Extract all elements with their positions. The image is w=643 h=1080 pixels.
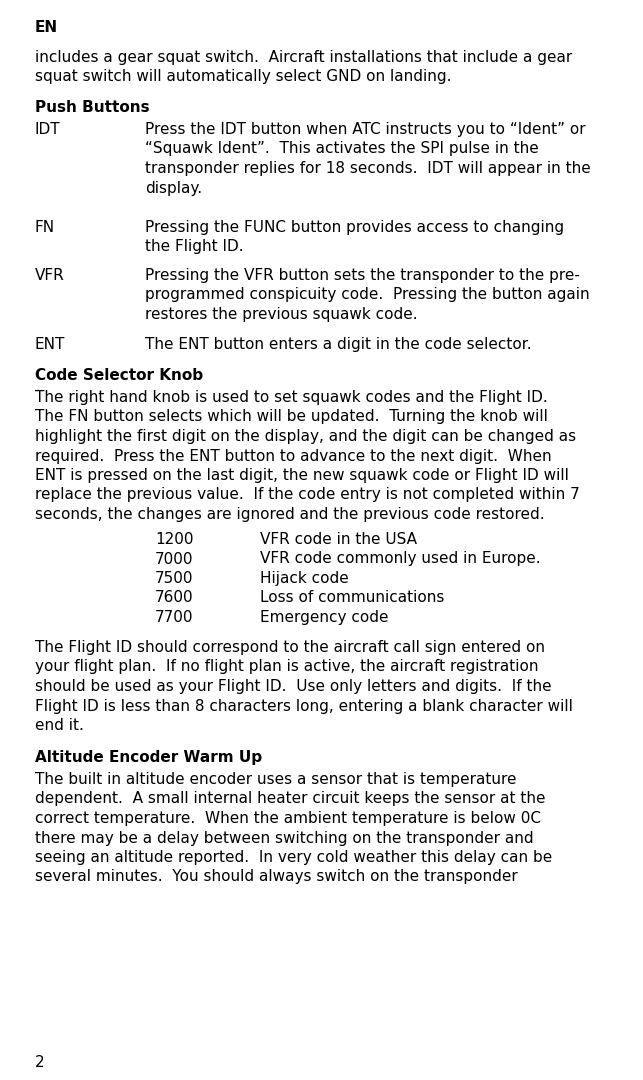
Text: FN: FN [35, 220, 55, 235]
Text: Pressing the VFR button sets the transponder to the pre-: Pressing the VFR button sets the transpo… [145, 268, 580, 283]
Text: Press the IDT button when ATC instructs you to “Ident” or: Press the IDT button when ATC instructs … [145, 122, 586, 137]
Text: EN: EN [35, 21, 58, 35]
Text: ENT is pressed on the last digit, the new squawk code or Flight ID will: ENT is pressed on the last digit, the ne… [35, 468, 569, 483]
Text: Pressing the FUNC button provides access to changing: Pressing the FUNC button provides access… [145, 220, 564, 235]
Text: restores the previous squawk code.: restores the previous squawk code. [145, 307, 417, 322]
Text: 2: 2 [35, 1055, 44, 1070]
Text: end it.: end it. [35, 718, 84, 733]
Text: The built in altitude encoder uses a sensor that is temperature: The built in altitude encoder uses a sen… [35, 772, 516, 787]
Text: Emergency code: Emergency code [260, 610, 388, 625]
Text: 1200: 1200 [155, 532, 194, 546]
Text: the Flight ID.: the Flight ID. [145, 240, 244, 255]
Text: squat switch will automatically select GND on landing.: squat switch will automatically select G… [35, 69, 451, 84]
Text: Altitude Encoder Warm Up: Altitude Encoder Warm Up [35, 750, 262, 765]
Text: VFR code in the USA: VFR code in the USA [260, 532, 417, 546]
Text: “Squawk Ident”.  This activates the SPI pulse in the: “Squawk Ident”. This activates the SPI p… [145, 141, 539, 157]
Text: Code Selector Knob: Code Selector Knob [35, 368, 203, 383]
Text: The FN button selects which will be updated.  Turning the knob will: The FN button selects which will be upda… [35, 409, 548, 424]
Text: transponder replies for 18 seconds.  IDT will appear in the: transponder replies for 18 seconds. IDT … [145, 161, 591, 176]
Text: 7700: 7700 [155, 610, 194, 625]
Text: dependent.  A small internal heater circuit keeps the sensor at the: dependent. A small internal heater circu… [35, 792, 545, 807]
Text: 7500: 7500 [155, 571, 194, 586]
Text: Loss of communications: Loss of communications [260, 591, 444, 606]
Text: correct temperature.  When the ambient temperature is below 0C: correct temperature. When the ambient te… [35, 811, 541, 826]
Text: includes a gear squat switch.  Aircraft installations that include a gear: includes a gear squat switch. Aircraft i… [35, 50, 572, 65]
Text: IDT: IDT [35, 122, 60, 137]
Text: VFR: VFR [35, 268, 65, 283]
Text: seeing an altitude reported.  In very cold weather this delay can be: seeing an altitude reported. In very col… [35, 850, 552, 865]
Text: your flight plan.  If no flight plan is active, the aircraft registration: your flight plan. If no flight plan is a… [35, 660, 538, 675]
Text: there may be a delay between switching on the transponder and: there may be a delay between switching o… [35, 831, 534, 846]
Text: seconds, the changes are ignored and the previous code restored.: seconds, the changes are ignored and the… [35, 507, 545, 522]
Text: Push Buttons: Push Buttons [35, 100, 150, 114]
Text: Hijack code: Hijack code [260, 571, 349, 586]
Text: highlight the first digit on the display, and the digit can be changed as: highlight the first digit on the display… [35, 429, 576, 444]
Text: 7600: 7600 [155, 591, 194, 606]
Text: Flight ID is less than 8 characters long, entering a blank character will: Flight ID is less than 8 characters long… [35, 699, 573, 714]
Text: The ENT button enters a digit in the code selector.: The ENT button enters a digit in the cod… [145, 337, 532, 352]
Text: ENT: ENT [35, 337, 66, 352]
Text: several minutes.  You should always switch on the transponder: several minutes. You should always switc… [35, 869, 518, 885]
Text: The Flight ID should correspond to the aircraft call sign entered on: The Flight ID should correspond to the a… [35, 640, 545, 654]
Text: required.  Press the ENT button to advance to the next digit.  When: required. Press the ENT button to advanc… [35, 448, 552, 463]
Text: should be used as your Flight ID.  Use only letters and digits.  If the: should be used as your Flight ID. Use on… [35, 679, 552, 694]
Text: display.: display. [145, 180, 202, 195]
Text: replace the previous value.  If the code entry is not completed within 7: replace the previous value. If the code … [35, 487, 580, 502]
Text: programmed conspicuity code.  Pressing the button again: programmed conspicuity code. Pressing th… [145, 287, 590, 302]
Text: 7000: 7000 [155, 552, 194, 567]
Text: VFR code commonly used in Europe.: VFR code commonly used in Europe. [260, 552, 541, 567]
Text: The right hand knob is used to set squawk codes and the Flight ID.: The right hand knob is used to set squaw… [35, 390, 548, 405]
